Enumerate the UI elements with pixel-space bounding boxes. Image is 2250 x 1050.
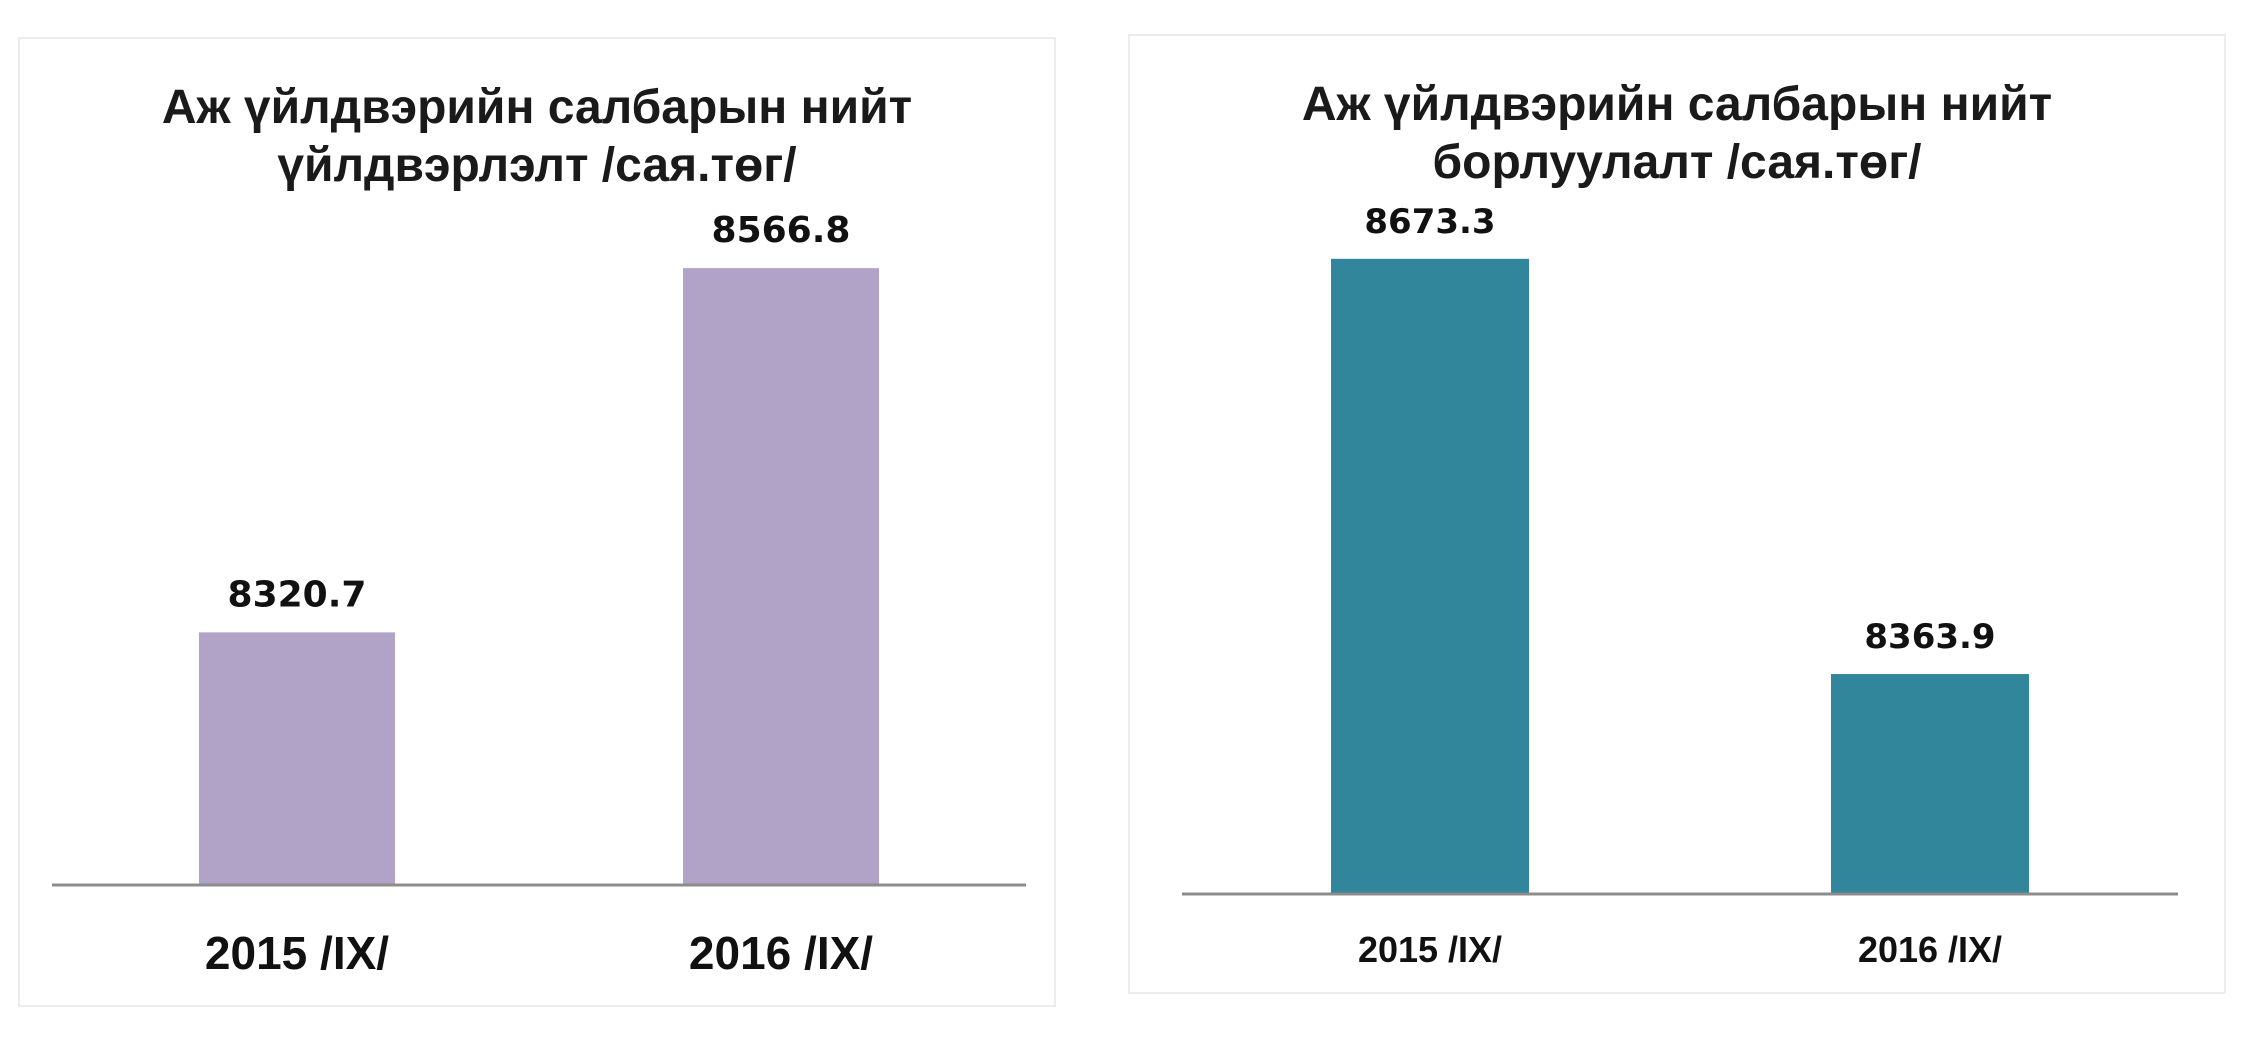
sales-chart-panel: Аж үйлдвэрийн салбарын нийт борлуулалт /… <box>1128 34 2226 994</box>
production-chart-panel: Аж үйлдвэрийн салбарын нийт үйлдвэрлэлт … <box>18 37 1056 1007</box>
sales-chart-title-line-1: Аж үйлдвэрийн салбарын нийт <box>1301 78 2053 131</box>
production-bar-2 <box>683 268 879 885</box>
sales-bar-1 <box>1331 258 1529 894</box>
sales-category-label-1: 2015 /IX/ <box>1358 929 1502 970</box>
production-chart-title-line-1: Аж үйлдвэрийн салбарын нийт <box>161 81 913 134</box>
sales-chart-title: Аж үйлдвэрийн салбарын нийт борлуулалт /… <box>1130 76 2224 191</box>
sales-chart-title-line-2: борлуулалт /сая.төг/ <box>1432 135 1922 189</box>
production-chart-title: Аж үйлдвэрийн салбарын нийт үйлдвэрлэлт … <box>20 79 1054 194</box>
production-chart-title-line-2: үйлдвэрлэлт /сая.төг/ <box>277 138 797 192</box>
sales-bar-chart: 8673.3 2015 /IX/8363.9 2016 /IX/ <box>1182 202 2178 970</box>
sales-value-label-2: 8363.9 <box>1864 617 1995 657</box>
sales-bar-2 <box>1831 674 2029 894</box>
production-category-label-2: 2016 /IX/ <box>689 927 873 979</box>
production-value-label-1: 8320.7 <box>228 574 367 615</box>
production-category-label-1: 2015 /IX/ <box>205 927 389 979</box>
production-bar-1 <box>199 632 395 885</box>
sales-category-label-2: 2016 /IX/ <box>1858 929 2002 970</box>
production-bar-chart: 8320.7 2015 /IX/8566.8 2016 /IX/ <box>52 210 1026 979</box>
production-value-label-2: 8566.8 <box>712 210 851 251</box>
sales-value-label-1: 8673.3 <box>1364 202 1495 242</box>
